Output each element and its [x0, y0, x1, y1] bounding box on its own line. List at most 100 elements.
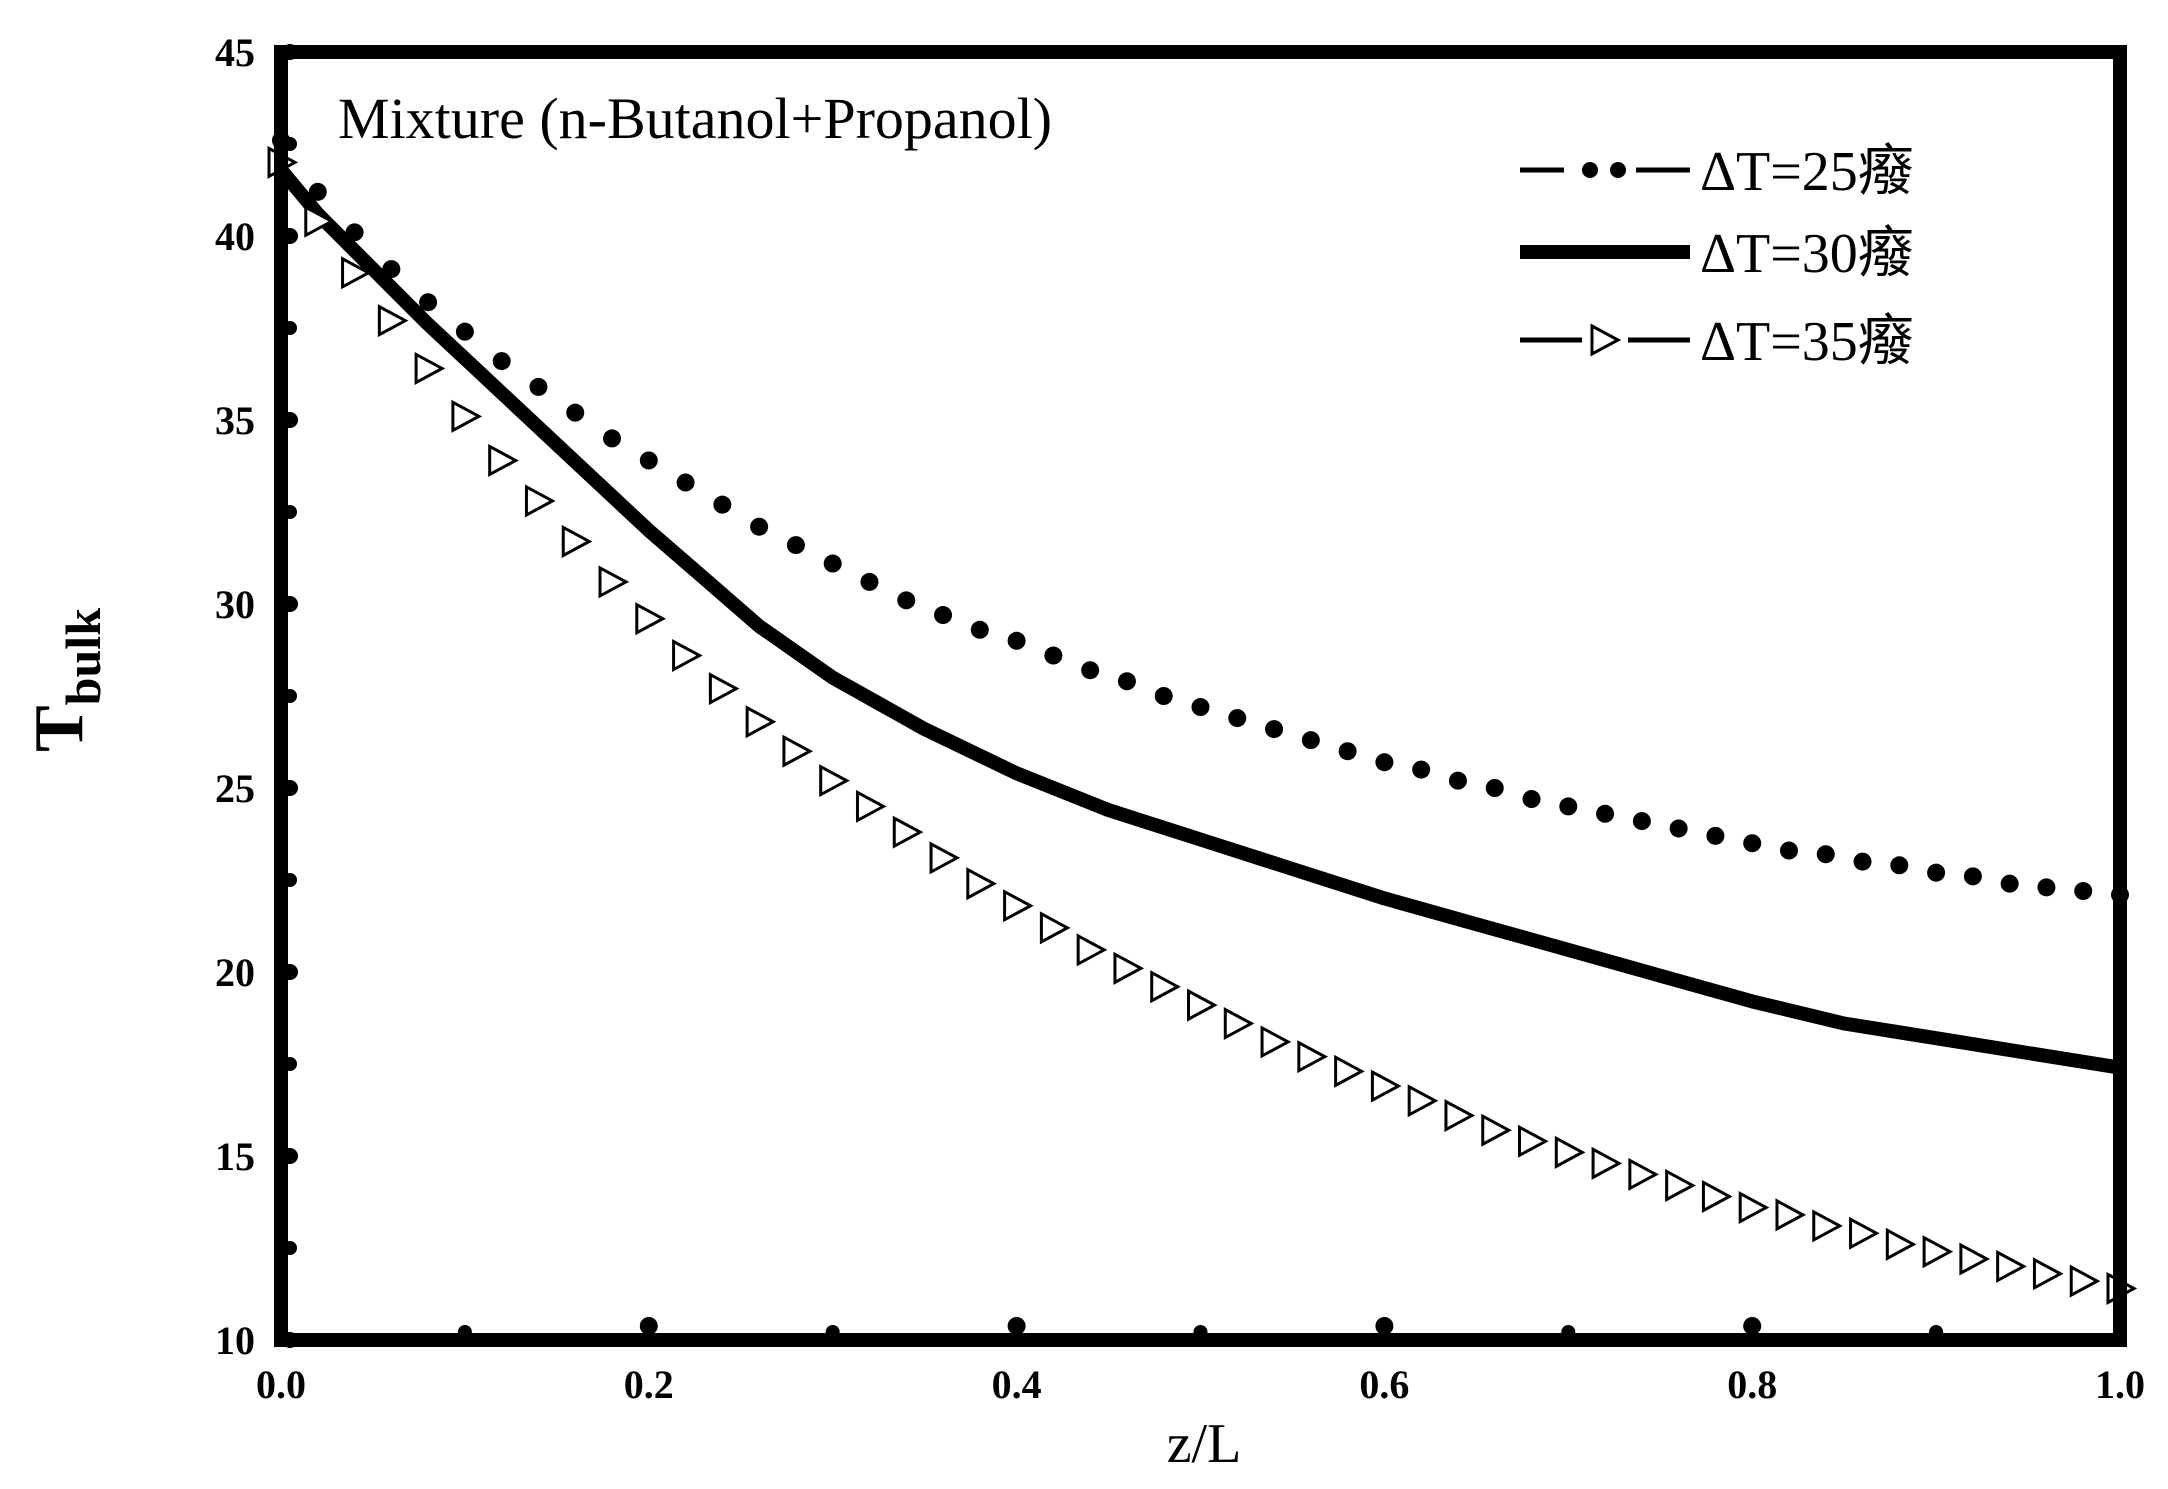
data-point-dot — [1301, 731, 1320, 750]
data-point-triangle — [635, 602, 666, 636]
data-point-dot — [1853, 852, 1872, 871]
data-point-triangle — [2032, 1257, 2064, 1291]
series-2 — [267, 145, 2138, 1305]
x-major-tick — [1743, 1317, 1762, 1335]
legend-marker-triangle — [1590, 323, 1622, 357]
y-tick-label: 25 — [215, 766, 255, 811]
data-point-triangle — [1959, 1242, 1991, 1276]
label-layer: 10 15 20 25 30 35 40 45 0.0 0.2 0.4 0.6 0.8 1.0 — [215, 30, 2145, 1407]
plot-frame — [274, 45, 2127, 1347]
data-point-dot — [455, 322, 474, 341]
data-point-triangle — [377, 304, 409, 338]
data-point-dot — [1007, 631, 1026, 650]
data-point-dot — [308, 182, 327, 201]
data-point-dot — [1963, 867, 1982, 886]
data-point-dot — [1228, 709, 1247, 728]
legend-label-dt25: ΔT=25癈 — [1700, 141, 1914, 203]
data-point-triangle — [708, 672, 740, 706]
data-point-dot — [1081, 661, 1100, 680]
data-point-dot — [639, 451, 658, 470]
data-point-triangle — [672, 639, 703, 673]
data-point-dot — [1375, 753, 1394, 772]
data-point-dot — [529, 377, 548, 396]
data-point-triangle — [1996, 1249, 2027, 1283]
data-point-triangle — [1701, 1179, 1733, 1213]
y-axis-title-subscript: bulk — [55, 608, 111, 706]
legend-marker-dot — [1610, 162, 1626, 178]
legend-marker-dot — [1582, 162, 1598, 178]
y-axis-title-group: Tbulk — [21, 608, 111, 752]
y-tick-label: 10 — [215, 1318, 255, 1363]
x-axis-title: z/L — [1167, 1413, 1242, 1475]
x-tick-label: 0.8 — [1727, 1362, 1777, 1407]
y-tick-label: 15 — [215, 1134, 255, 1179]
x-major-tick — [639, 1317, 658, 1335]
data-point-dot — [1559, 797, 1578, 816]
data-point-dot — [1706, 826, 1725, 845]
data-point-dot — [1927, 863, 1946, 882]
chart-annotation: Mixture (n-Butanol+Propanol) — [338, 86, 1052, 151]
data-point-dot — [1596, 804, 1615, 823]
data-point-triangle — [1260, 1025, 1292, 1059]
y-tick-label: 30 — [215, 582, 255, 627]
data-point-triangle — [1370, 1069, 1402, 1103]
data-point-dot — [1522, 790, 1541, 809]
data-point-triangle — [1628, 1157, 1660, 1191]
data-point-triangle — [1150, 970, 1181, 1004]
data-point-dot — [2000, 874, 2019, 893]
data-point-dot — [860, 572, 879, 591]
data-point-dot — [1743, 834, 1762, 853]
data-point-dot — [2074, 882, 2093, 901]
y-axis-title: Tbulk — [21, 608, 111, 752]
data-point-dot — [934, 606, 953, 625]
data-point-dot — [1890, 856, 1909, 875]
series-line — [275, 165, 2122, 1075]
x-tick-label: 0.4 — [992, 1362, 1042, 1407]
data-point-dot — [603, 429, 622, 448]
data-point-triangle — [1812, 1209, 1843, 1243]
data-point-dot — [2037, 878, 2056, 897]
data-point-dot — [566, 403, 585, 422]
data-point-triangle — [341, 256, 372, 290]
data-point-triangle — [1554, 1135, 1586, 1169]
data-point-triangle — [1187, 988, 1218, 1022]
data-point-dot — [676, 473, 695, 492]
data-point-dot — [1779, 841, 1798, 860]
data-point-triangle — [1518, 1124, 1549, 1158]
data-point-dot — [786, 536, 805, 555]
legend-item-dt35: ΔT=35癈 — [1520, 311, 1914, 373]
series-0 — [272, 131, 2129, 904]
data-point-triangle — [966, 867, 997, 901]
data-point-dot — [1669, 819, 1688, 838]
data-point-triangle — [1775, 1198, 1807, 1232]
data-point-triangle — [1334, 1054, 1365, 1088]
data-point-dot — [1816, 845, 1835, 864]
data-point-triangle — [1113, 951, 1145, 985]
data-point-dot — [1265, 720, 1284, 739]
data-point-triangle — [598, 565, 630, 599]
data-point-dot — [1412, 760, 1431, 779]
data-point-triangle — [1591, 1146, 1623, 1180]
x-major-tick — [1375, 1317, 1394, 1335]
data-point-triangle — [1885, 1227, 1917, 1261]
data-point-dot — [823, 554, 842, 573]
data-point-triangle — [1223, 1007, 1255, 1041]
legend-label-dt30: ΔT=30癈 — [1700, 223, 1914, 285]
data-point-triangle — [524, 484, 556, 518]
y-tick-label: 45 — [215, 30, 255, 75]
data-point-triangle — [855, 789, 887, 823]
data-point-triangle — [782, 734, 814, 768]
data-point-dot — [713, 495, 732, 514]
data-point-dot — [1117, 672, 1136, 691]
data-point-triangle — [1003, 889, 1034, 923]
data-point-triangle — [1738, 1191, 1770, 1225]
data-point-triangle — [561, 524, 593, 558]
data-point-triangle — [1039, 911, 1071, 945]
data-point-triangle — [488, 443, 519, 477]
legend-item-dt25: ΔT=25癈 — [1520, 141, 1914, 203]
data-point-triangle — [1849, 1216, 1880, 1250]
data-point-dot — [750, 517, 769, 536]
data-point-triangle — [304, 204, 335, 238]
